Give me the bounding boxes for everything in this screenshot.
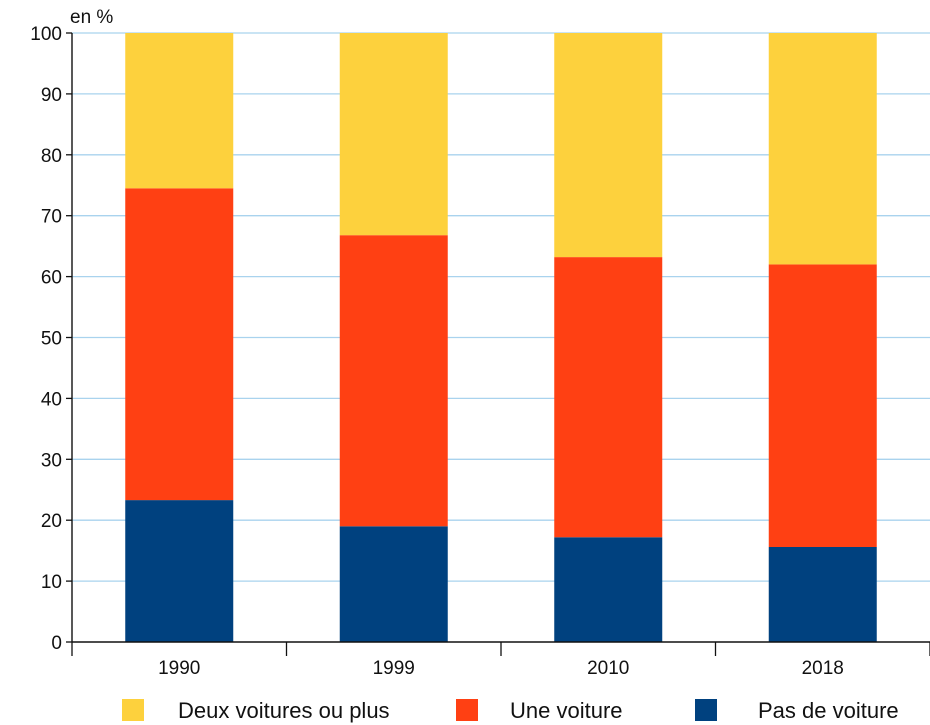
- y-tick-label: 40: [41, 389, 62, 410]
- bar-une-voiture-1990: [125, 188, 234, 501]
- legend: Deux voitures ou plus Une voiture Pas de v…: [122, 698, 899, 723]
- legend-swatch-pas-de-voiture: [695, 699, 717, 721]
- bar-deux-voitures-ou-plus-1990: [125, 33, 234, 189]
- y-axis-unit-label: en %: [70, 7, 113, 28]
- x-tick-label: 1999: [373, 658, 415, 679]
- y-tick-label: 50: [41, 329, 62, 350]
- y-tick-label: 20: [41, 511, 62, 532]
- y-tick-label: 80: [41, 146, 62, 167]
- axes: 0 10 20 30 40 50 60 70 80 90 100 1990 1999 2010 2018: [30, 24, 930, 679]
- y-tick-label: 70: [41, 207, 62, 228]
- bar-pas-de-voiture-2010: [554, 537, 663, 642]
- x-tick-label: 1990: [158, 658, 200, 679]
- bar-une-voiture-2018: [768, 264, 877, 547]
- x-tick-label: 2010: [587, 658, 629, 679]
- y-tick-label: 10: [41, 572, 62, 593]
- bar-deux-voitures-ou-plus-1999: [339, 33, 448, 236]
- y-tick-label: 100: [30, 24, 62, 45]
- bar-une-voiture-2010: [554, 257, 663, 538]
- legend-label-deux-voitures-ou-plus: Deux voitures ou plus: [178, 698, 390, 723]
- bar-pas-de-voiture-2018: [768, 546, 877, 642]
- y-tick-label: 0: [51, 633, 62, 654]
- bar-une-voiture-1999: [339, 235, 448, 527]
- y-tick-label: 60: [41, 268, 62, 289]
- y-tick-label: 90: [41, 85, 62, 106]
- legend-swatch-une-voiture: [456, 699, 478, 721]
- bar-deux-voitures-ou-plus-2018: [768, 33, 877, 265]
- bar-pas-de-voiture-1999: [339, 526, 448, 642]
- bar-pas-de-voiture-1990: [125, 500, 234, 642]
- bars: [125, 33, 877, 642]
- y-tick-label: 30: [41, 450, 62, 471]
- legend-swatch-deux-voitures-ou-plus: [122, 699, 144, 721]
- bar-deux-voitures-ou-plus-2010: [554, 33, 663, 258]
- legend-label-pas-de-voiture: Pas de voiture: [758, 698, 899, 723]
- x-tick-label: 2018: [802, 658, 844, 679]
- legend-label-une-voiture: Une voiture: [510, 698, 623, 723]
